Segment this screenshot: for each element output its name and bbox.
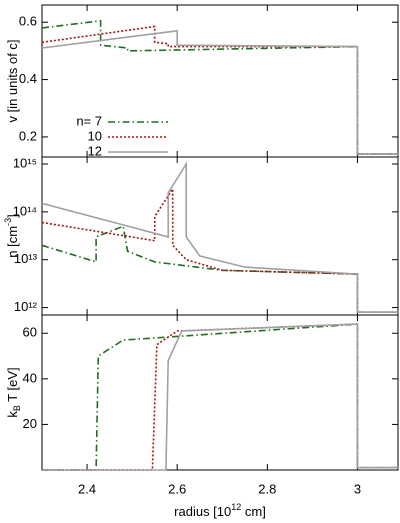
series-line	[41, 161, 398, 313]
axis-label-part: 12	[231, 502, 241, 512]
y-tick-label: 10¹³	[14, 251, 38, 266]
series-line	[41, 225, 398, 313]
axis-label-part: -3	[3, 218, 13, 226]
series-line	[42, 323, 398, 471]
y-tick-label: 10¹²	[14, 299, 38, 314]
series-line	[41, 186, 398, 313]
series-line	[41, 19, 398, 155]
axis-label: v [in units of c]	[5, 39, 20, 122]
x-tick-label: 3	[354, 481, 361, 496]
axis-label: kB T [eV]	[5, 367, 22, 417]
y-tick-label: 0.2	[19, 128, 37, 143]
y-tick-label: 20	[23, 416, 37, 431]
legend-label: 10	[88, 128, 102, 143]
x-tick-label: 2.6	[168, 481, 186, 496]
axis-label-part: radius [10	[174, 504, 231, 519]
axis-label-part: k	[5, 411, 20, 418]
series-line	[42, 323, 398, 471]
y-tick-label: 40	[23, 370, 37, 385]
legend-label: n= 7	[76, 113, 102, 128]
series-line	[41, 29, 398, 155]
legend-label: 12	[88, 143, 102, 158]
plot-frame	[41, 156, 399, 316]
y-tick-label: 0.4	[19, 71, 37, 86]
x-tick-label: 2.8	[258, 481, 276, 496]
y-tick-label: 10¹⁵	[13, 155, 37, 170]
series-line	[42, 323, 398, 471]
axis-label-part: ]	[5, 214, 20, 218]
x-tick-label: 2.4	[78, 481, 96, 496]
y-tick-label: 10¹⁴	[13, 203, 37, 218]
axis-label-part: n [cm	[5, 226, 20, 258]
y-tick-label: 60	[23, 325, 37, 340]
axis-label-part: T [eV]	[5, 367, 20, 405]
axis-label-part: B	[12, 405, 22, 411]
axis-label-part: v [in units of c]	[5, 39, 20, 122]
axis-label-part: cm]	[241, 504, 266, 519]
plot-frame	[41, 314, 399, 471]
y-tick-label: 0.6	[19, 14, 37, 29]
axis-label: radius [1012 cm]	[174, 502, 266, 519]
axis-label: n [cm-3]	[3, 214, 20, 257]
